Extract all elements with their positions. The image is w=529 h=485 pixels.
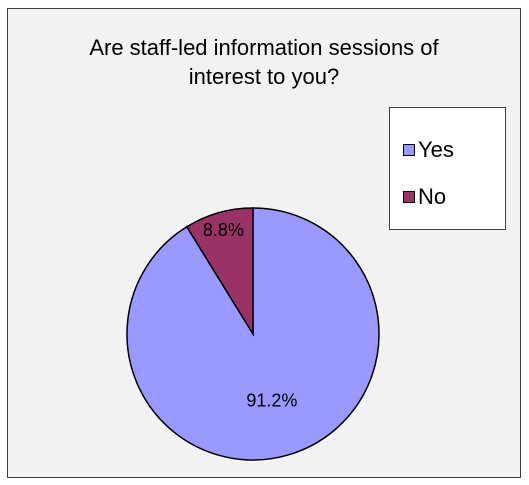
chart-title: Are staff-led information sessions of in… — [8, 33, 520, 91]
data-label-yes: 91.2% — [246, 391, 297, 411]
chart-title-line-2: interest to you? — [188, 64, 340, 89]
legend-label-no: No — [418, 184, 447, 209]
chart-title-line-1: Are staff-led information sessions of — [89, 35, 439, 60]
legend-swatch-no — [403, 191, 415, 203]
chart-legend: Yes No — [389, 107, 506, 230]
legend-item-yes: Yes — [403, 137, 454, 163]
chart-area: Are staff-led information sessions of in… — [7, 8, 521, 478]
data-label-no: 8.8% — [203, 220, 244, 240]
legend-swatch-yes — [403, 144, 415, 156]
legend-label-yes: Yes — [418, 137, 454, 162]
pie-slice-no — [185, 207, 254, 337]
pie-chart: 91.2% 8.8% — [126, 207, 380, 461]
legend-item-no: No — [403, 184, 446, 210]
